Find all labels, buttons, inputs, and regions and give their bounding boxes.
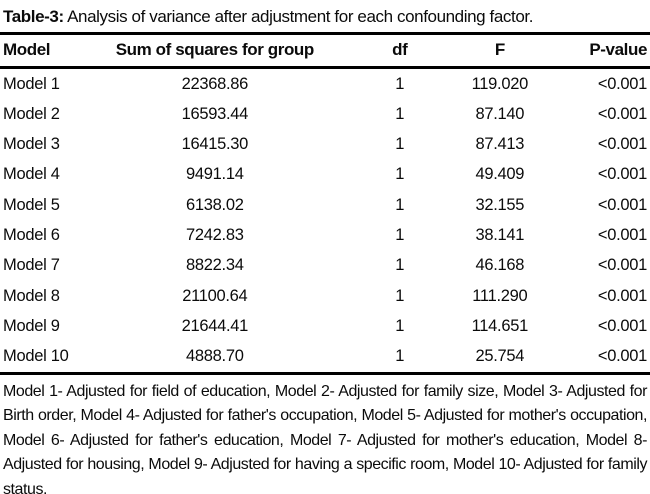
col-header-df: df — [392, 40, 408, 59]
table-row: Model 10 4888.70 1 25.754 <0.001 — [0, 342, 650, 374]
cell-model: Model 10 — [3, 347, 69, 366]
cell-p-value: <0.001 — [597, 74, 647, 93]
cell-p-value: <0.001 — [597, 286, 647, 305]
cell-df: 1 — [395, 347, 405, 366]
cell-p-value: <0.001 — [597, 225, 647, 244]
cell-model: Model 7 — [3, 256, 60, 275]
cell-sum-of-squares: 16593.44 — [181, 104, 249, 123]
cell-model: Model 2 — [3, 104, 60, 123]
cell-f: 114.651 — [471, 316, 529, 335]
cell-p-value: <0.001 — [597, 195, 647, 214]
cell-sum-of-squares: 8822.34 — [186, 256, 244, 275]
cell-p-value: <0.001 — [597, 316, 647, 335]
table-row: Model 9 21644.41 1 114.651 <0.001 — [0, 311, 650, 341]
col-header-p-value: P-value — [589, 40, 647, 59]
table-caption: Table-3: Analysis of variance after adju… — [0, 0, 650, 32]
cell-df: 1 — [395, 135, 405, 154]
cell-f: 32.155 — [475, 195, 525, 214]
cell-sum-of-squares: 9491.14 — [186, 165, 244, 184]
cell-df: 1 — [395, 316, 405, 335]
cell-model: Model 8 — [3, 286, 60, 305]
cell-p-value: <0.001 — [597, 165, 647, 184]
table-header: Model Sum of squares for group df F P-va… — [0, 34, 650, 68]
table-caption-label: Table-3: — [3, 7, 64, 26]
cell-sum-of-squares: 21100.64 — [182, 286, 248, 305]
cell-sum-of-squares: 21644.41 — [181, 316, 249, 335]
cell-df: 1 — [395, 256, 405, 275]
cell-df: 1 — [395, 225, 405, 244]
table-footnote: Model 1- Adjusted for field of education… — [3, 382, 647, 494]
cell-p-value: <0.001 — [597, 256, 647, 275]
cell-f: 87.413 — [475, 135, 525, 154]
header-row: Model Sum of squares for group df F P-va… — [0, 34, 650, 68]
cell-f: 87.140 — [475, 104, 525, 123]
col-header-model: Model — [3, 40, 51, 59]
cell-sum-of-squares: 16415.30 — [181, 135, 249, 154]
table-row: Model 6 7242.83 1 38.141 <0.001 — [0, 220, 650, 250]
cell-f: 119.020 — [471, 74, 529, 93]
anova-table: Model Sum of squares for group df F P-va… — [0, 32, 650, 375]
cell-f: 111.290 — [472, 286, 528, 305]
cell-model: Model 3 — [3, 135, 60, 154]
table-row: Model 7 8822.34 1 46.168 <0.001 — [0, 251, 650, 281]
cell-df: 1 — [395, 165, 405, 184]
cell-df: 1 — [395, 74, 405, 93]
table-row: Model 3 16415.30 1 87.413 <0.001 — [0, 130, 650, 160]
cell-sum-of-squares: 22368.86 — [181, 74, 249, 93]
table-row: Model 4 9491.14 1 49.409 <0.001 — [0, 160, 650, 190]
cell-model: Model 9 — [3, 316, 60, 335]
table-row: Model 8 21100.64 1 111.290 <0.001 — [0, 281, 650, 311]
cell-model: Model 4 — [3, 165, 60, 184]
table-caption-text: Analysis of variance after adjustment fo… — [67, 7, 534, 26]
table-row: Model 2 16593.44 1 87.140 <0.001 — [0, 99, 650, 129]
cell-f: 49.409 — [475, 165, 525, 184]
col-header-sum-of-squares: Sum of squares for group — [115, 40, 315, 59]
cell-sum-of-squares: 6138.02 — [186, 195, 244, 214]
cell-model: Model 6 — [3, 225, 60, 244]
cell-f: 46.168 — [475, 256, 525, 275]
table-row: Model 5 6138.02 1 32.155 <0.001 — [0, 190, 650, 220]
col-header-f: F — [494, 40, 505, 59]
cell-f: 25.754 — [475, 347, 525, 366]
cell-df: 1 — [395, 286, 405, 305]
cell-p-value: <0.001 — [597, 347, 647, 366]
table-body: Model 1 22368.86 1 119.020 <0.001 Model 2 1659… — [0, 68, 650, 374]
cell-p-value: <0.001 — [597, 135, 647, 154]
cell-model: Model 5 — [3, 195, 60, 214]
cell-sum-of-squares: 4888.70 — [186, 347, 244, 366]
cell-df: 1 — [395, 195, 405, 214]
cell-p-value: <0.001 — [597, 104, 647, 123]
cell-model: Model 1 — [3, 74, 60, 93]
cell-f: 38.141 — [475, 225, 525, 244]
table-row: Model 1 22368.86 1 119.020 <0.001 — [0, 68, 650, 100]
cell-df: 1 — [395, 104, 405, 123]
cell-sum-of-squares: 7242.83 — [186, 225, 244, 244]
